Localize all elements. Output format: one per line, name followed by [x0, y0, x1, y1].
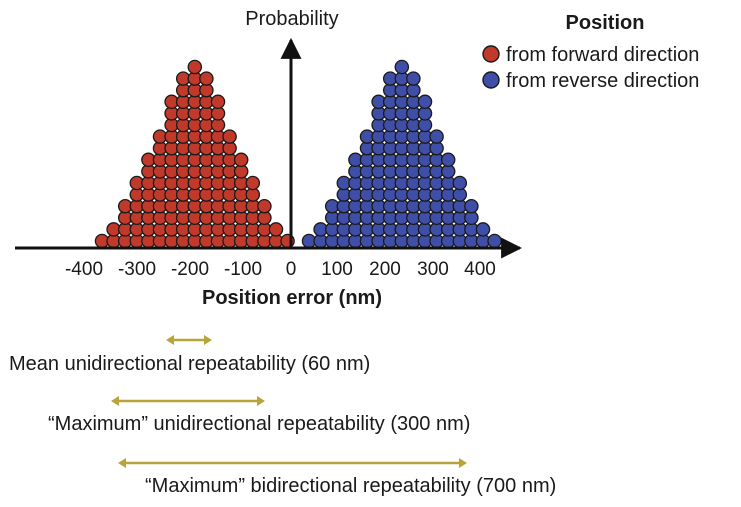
reverse-dot — [487, 233, 502, 249]
forward-distribution — [94, 59, 295, 249]
x-tick-label: 100 — [321, 259, 353, 280]
forward-dot — [210, 94, 226, 110]
legend-forward-swatch — [482, 45, 500, 63]
x-tick-label: 300 — [417, 259, 449, 280]
mean-unidirectional-arrow — [166, 335, 212, 345]
maximum-unidirectional-arrow — [111, 396, 265, 406]
reverse-dot — [475, 222, 491, 237]
reverse-dot — [452, 175, 468, 191]
legend-title: Position — [566, 12, 645, 34]
reverse-dot — [440, 152, 456, 168]
forward-dot — [222, 129, 237, 144]
forward-dot — [268, 222, 284, 237]
x-tick-label: 0 — [286, 259, 297, 280]
x-tick-label: -200 — [171, 259, 209, 280]
x-tick-label: -300 — [118, 259, 156, 280]
reverse-dot — [464, 198, 479, 214]
forward-dot — [233, 152, 249, 168]
reverse-dot — [429, 129, 444, 144]
forward-dot — [257, 198, 272, 214]
reverse-dot — [417, 94, 433, 110]
x-axis-label: Position error (nm) — [202, 287, 382, 309]
legend-reverse-label: from reverse direction — [506, 70, 699, 92]
x-tick-labels: -400 -300 -200 -100 0 100 200 300 400 — [65, 259, 496, 280]
legend-forward-label: from forward direction — [506, 44, 699, 66]
annotation-arrows — [111, 335, 467, 468]
legend: Position from forward direction from rev… — [482, 12, 699, 92]
maximum-bidirectional-label: “Maximum” bidirectional repeatability (7… — [145, 475, 557, 497]
y-axis-label: Probability — [245, 8, 338, 30]
x-tick-label: 400 — [464, 259, 496, 280]
x-tick-label: -100 — [224, 259, 262, 280]
mean-unidirectional-label: Mean unidirectional repeatability (60 nm… — [9, 353, 371, 375]
x-tick-label: 200 — [369, 259, 401, 280]
forward-dot — [187, 59, 203, 75]
reverse-dot — [394, 59, 410, 75]
reverse-distribution — [301, 59, 502, 249]
forward-dot — [199, 71, 214, 86]
maximum-bidirectional-arrow — [118, 458, 467, 468]
forward-dot — [245, 175, 261, 191]
x-tick-label: -400 — [65, 259, 103, 280]
legend-reverse-swatch — [482, 71, 500, 89]
maximum-unidirectional-label: “Maximum” unidirectional repeatability (… — [48, 413, 471, 435]
reverse-dot — [406, 71, 421, 86]
